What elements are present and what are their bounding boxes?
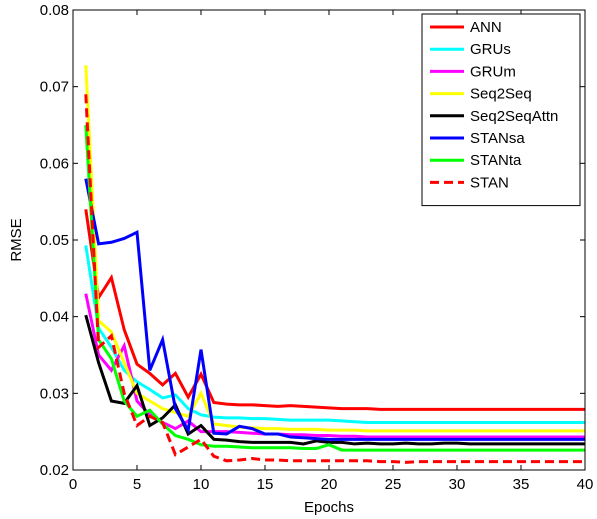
legend-label-ann: ANN [470, 19, 502, 36]
series-line-grus [84, 245, 585, 424]
x-tick-label: 35 [513, 476, 530, 493]
legend-label-seq2seqattn: Seq2SeqAttn [470, 108, 558, 125]
legend-box [421, 13, 581, 207]
x-axis-label: Epochs [304, 499, 354, 516]
y-tick-label: 0.02 [40, 462, 69, 479]
x-tick-label: 10 [193, 476, 210, 493]
y-tick-label: 0.06 [40, 155, 69, 172]
series-layer [84, 65, 585, 464]
ticks-layer: 0 5 10 15 20 25 30 35 40 0.02 0.03 0.04 0.05 0.06 0.07… [40, 2, 594, 493]
x-tick-label: 40 [577, 476, 594, 493]
x-tick-label: 20 [321, 476, 338, 493]
y-tick-label: 0.08 [40, 2, 69, 19]
y-tick-label: 0.07 [40, 79, 69, 96]
series-line-stansa [84, 178, 585, 441]
y-tick-label: 0.05 [40, 232, 69, 249]
series-line-stanta [84, 124, 585, 452]
x-tick-label: 0 [69, 476, 77, 493]
legend-label-stansa: STANsa [470, 130, 525, 147]
y-tick-label: 0.04 [40, 309, 69, 326]
legend-label-seq2seq: Seq2Seq [470, 86, 532, 103]
x-tick-label: 15 [257, 476, 274, 493]
x-tick-label: 30 [449, 476, 466, 493]
series-line-seq2seqattn [84, 314, 585, 446]
legend-label-grum: GRUm [470, 63, 516, 80]
series-line-grum [84, 293, 585, 439]
x-tick-label: 25 [385, 476, 402, 493]
legend-label-grus: GRUs [470, 41, 511, 58]
legend-label-stanta: STANta [470, 152, 522, 169]
y-tick-label: 0.03 [40, 385, 69, 402]
legend: ANN GRUs GRUm Seq2Seq Seq2SeqAttn STANsa STANt… [421, 13, 581, 207]
y-axis-label: RMSE [8, 218, 25, 261]
x-tick-label: 5 [133, 476, 141, 493]
series-line-stan [84, 94, 585, 464]
legend-label-stan: STAN [470, 174, 509, 191]
